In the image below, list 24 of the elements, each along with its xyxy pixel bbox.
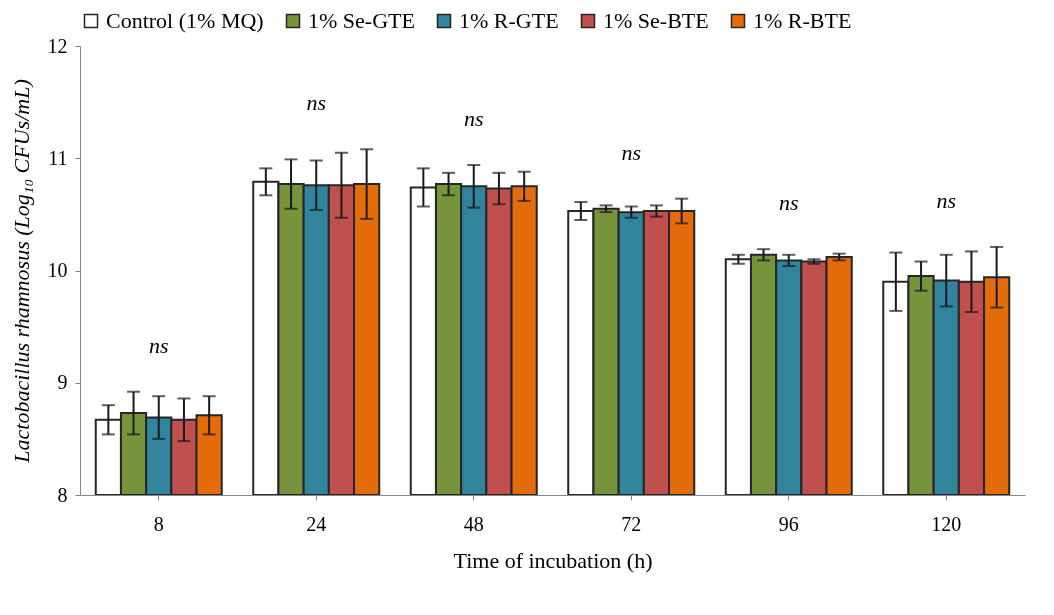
y-tick-label: 11 bbox=[48, 146, 68, 169]
y-tick-label: 8 bbox=[57, 483, 68, 506]
x-tick-label: 96 bbox=[778, 512, 799, 535]
legend-label: 1% R-GTE bbox=[459, 8, 559, 33]
annotation: ns bbox=[148, 332, 169, 358]
x-tick-label: 8 bbox=[153, 512, 164, 535]
x-tick-label: 120 bbox=[931, 512, 962, 535]
x-tick-label: 72 bbox=[621, 512, 642, 535]
legend-label: 1% Se-BTE bbox=[603, 8, 709, 33]
annotation: ns bbox=[463, 105, 484, 131]
x-axis-title: Time of incubation (h) bbox=[453, 547, 653, 573]
annotation: ns bbox=[778, 190, 799, 216]
y-axis-title: Lactobacillus rhamnosus (Log₁₀ CFUs/mL) bbox=[8, 79, 34, 464]
x-tick-label: 24 bbox=[306, 512, 327, 535]
y-tick-label: 9 bbox=[57, 371, 68, 394]
annotation: ns bbox=[306, 90, 327, 116]
x-tick-label: 48 bbox=[463, 512, 484, 535]
legend-label: 1% Se-GTE bbox=[308, 8, 415, 33]
annotation: ns bbox=[621, 139, 642, 165]
y-tick-label: 10 bbox=[47, 259, 68, 281]
legend-label: 1% R-BTE bbox=[753, 8, 852, 33]
legend-label: Control (1% MQ) bbox=[106, 8, 264, 33]
annotation: ns bbox=[936, 187, 957, 213]
y-tick-label: 12 bbox=[47, 34, 68, 57]
